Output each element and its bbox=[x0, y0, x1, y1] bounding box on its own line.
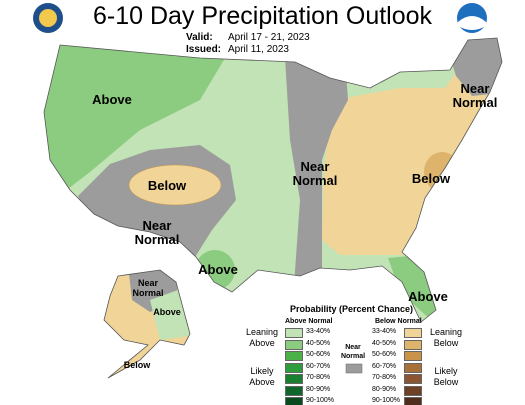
region-label: Above bbox=[408, 289, 448, 304]
below-swatch bbox=[404, 385, 422, 396]
region-label: Below bbox=[411, 171, 451, 186]
above-swatch bbox=[285, 339, 303, 350]
leaning-above: Leaning Above bbox=[245, 327, 279, 348]
above-header: Above Normal bbox=[285, 318, 333, 325]
likely-above: Likely Above bbox=[249, 366, 275, 387]
region-label: Above bbox=[198, 262, 238, 277]
region-label: Near Normal bbox=[452, 81, 498, 110]
above-swatch bbox=[285, 397, 303, 405]
below-range: 40-50% bbox=[372, 339, 397, 347]
above-range: 80-90% bbox=[306, 385, 331, 393]
below-swatch bbox=[404, 351, 422, 361]
above-range: 70-80% bbox=[306, 374, 331, 381]
below-range: 60-70% bbox=[372, 362, 397, 370]
above-range: 90-100% bbox=[306, 397, 335, 404]
below-range: 80-90% bbox=[372, 385, 397, 393]
region-label: Below bbox=[123, 360, 151, 370]
region-label: Below bbox=[147, 178, 187, 193]
below-range: 70-80% bbox=[372, 374, 397, 381]
region-label: Near Normal bbox=[134, 218, 180, 247]
likely-below: Likely Below bbox=[433, 366, 459, 387]
above-range: 40-50% bbox=[306, 339, 331, 347]
near-normal-swatch bbox=[345, 363, 363, 374]
above-swatch bbox=[285, 385, 303, 396]
below-header: Below Normal bbox=[375, 318, 422, 325]
above-swatch bbox=[285, 351, 303, 361]
region-label: Near Normal bbox=[292, 159, 338, 188]
leaning-below: Leaning Below bbox=[429, 327, 463, 348]
below-range: 33-40% bbox=[372, 328, 397, 335]
above-swatch bbox=[285, 374, 303, 384]
below-swatch bbox=[404, 328, 422, 338]
title: 6-10 Day Precipitation Outlook bbox=[92, 2, 433, 30]
near-normal: Near Normal bbox=[340, 344, 366, 360]
below-swatch bbox=[404, 362, 422, 373]
below-range: 50-60% bbox=[372, 351, 397, 358]
region-label: Near Normal bbox=[132, 278, 164, 298]
region-label: Above bbox=[92, 92, 132, 107]
above-range: 33-40% bbox=[306, 328, 331, 335]
above-swatch bbox=[285, 362, 303, 373]
below-range: 90-100% bbox=[372, 397, 401, 404]
issued: April 11, 2023 bbox=[228, 44, 289, 55]
below-swatch bbox=[404, 397, 422, 405]
region-label: Above bbox=[153, 307, 181, 317]
valid-label: Valid: bbox=[186, 32, 213, 43]
issued-label: Issued: bbox=[186, 44, 222, 55]
above-swatch bbox=[285, 328, 303, 338]
below-swatch bbox=[404, 339, 422, 350]
above-range: 50-60% bbox=[306, 351, 331, 358]
legend-title: Probability (Percent Chance) bbox=[290, 304, 414, 314]
above-range: 60-70% bbox=[306, 362, 331, 370]
below-swatch bbox=[404, 374, 422, 384]
valid: April 17 - 21, 2023 bbox=[228, 32, 310, 43]
